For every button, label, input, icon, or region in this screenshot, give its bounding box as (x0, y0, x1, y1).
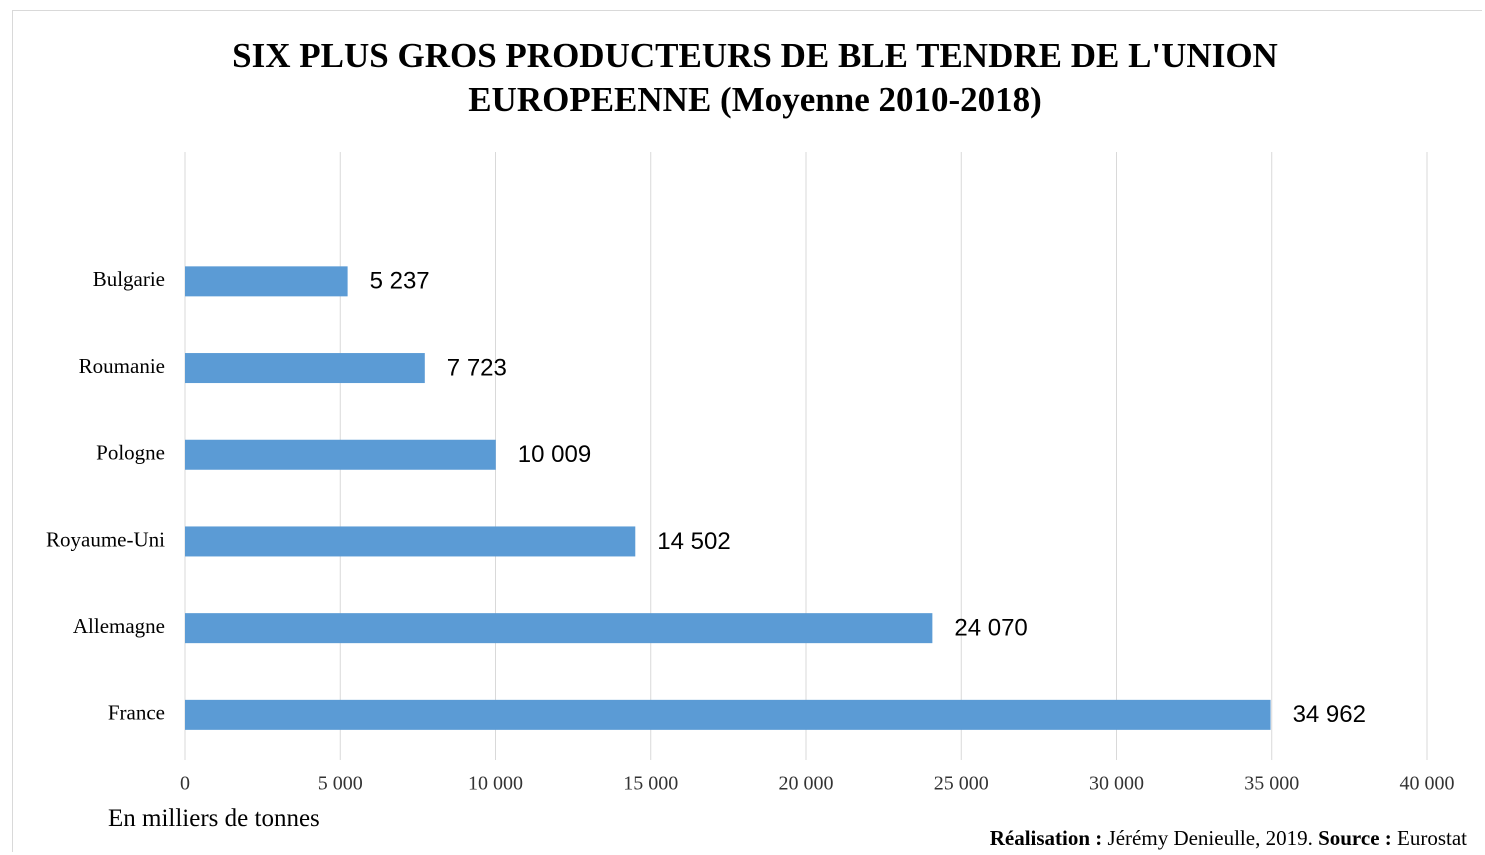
value-label: 7 723 (447, 354, 507, 381)
note-label: Réalisation : (989, 826, 1103, 850)
value-label: 5 237 (370, 268, 430, 295)
y-tick-label: Bulgarie (93, 267, 165, 291)
x-tick-label: 30 000 (1089, 773, 1144, 795)
y-tick-label: Roumanie (79, 354, 165, 378)
bar (185, 439, 496, 470)
bar (185, 266, 348, 297)
bar (185, 699, 1271, 730)
bar (185, 613, 933, 644)
y-tick-label: France (108, 701, 165, 725)
note-text: Eurostat (1397, 826, 1467, 850)
x-tick-label: 10 000 (468, 773, 523, 795)
y-tick-label: Allemagne (73, 614, 165, 638)
source-note: Réalisation : Jérémy Denieulle, 2019. So… (990, 826, 1467, 851)
x-tick-label: 25 000 (934, 773, 989, 795)
x-tick-label: 0 (180, 773, 190, 795)
value-label: 14 502 (657, 528, 730, 555)
note-text: Jérémy Denieulle, 2019. (1107, 826, 1313, 850)
x-tick-label: 5 000 (318, 773, 363, 795)
value-label: 34 962 (1293, 701, 1366, 728)
bar (185, 353, 425, 384)
bar (185, 526, 636, 557)
y-tick-label: Pologne (96, 441, 165, 465)
note-label: Source : (1318, 826, 1392, 850)
chart-title: SIX PLUS GROS PRODUCTEURS DE BLE TENDRE … (232, 36, 1278, 119)
value-label: 24 070 (954, 614, 1027, 641)
value-label: 10 009 (518, 441, 591, 468)
y-tick-label: Royaume-Uni (46, 527, 165, 551)
x-tick-label: 20 000 (779, 773, 834, 795)
x-tick-label: 35 000 (1244, 773, 1299, 795)
sheet-frame (12, 10, 1482, 852)
x-axis-label: En milliers de tonnes (108, 805, 320, 832)
x-tick-label: 15 000 (623, 773, 678, 795)
x-tick-label: 40 000 (1400, 773, 1455, 795)
